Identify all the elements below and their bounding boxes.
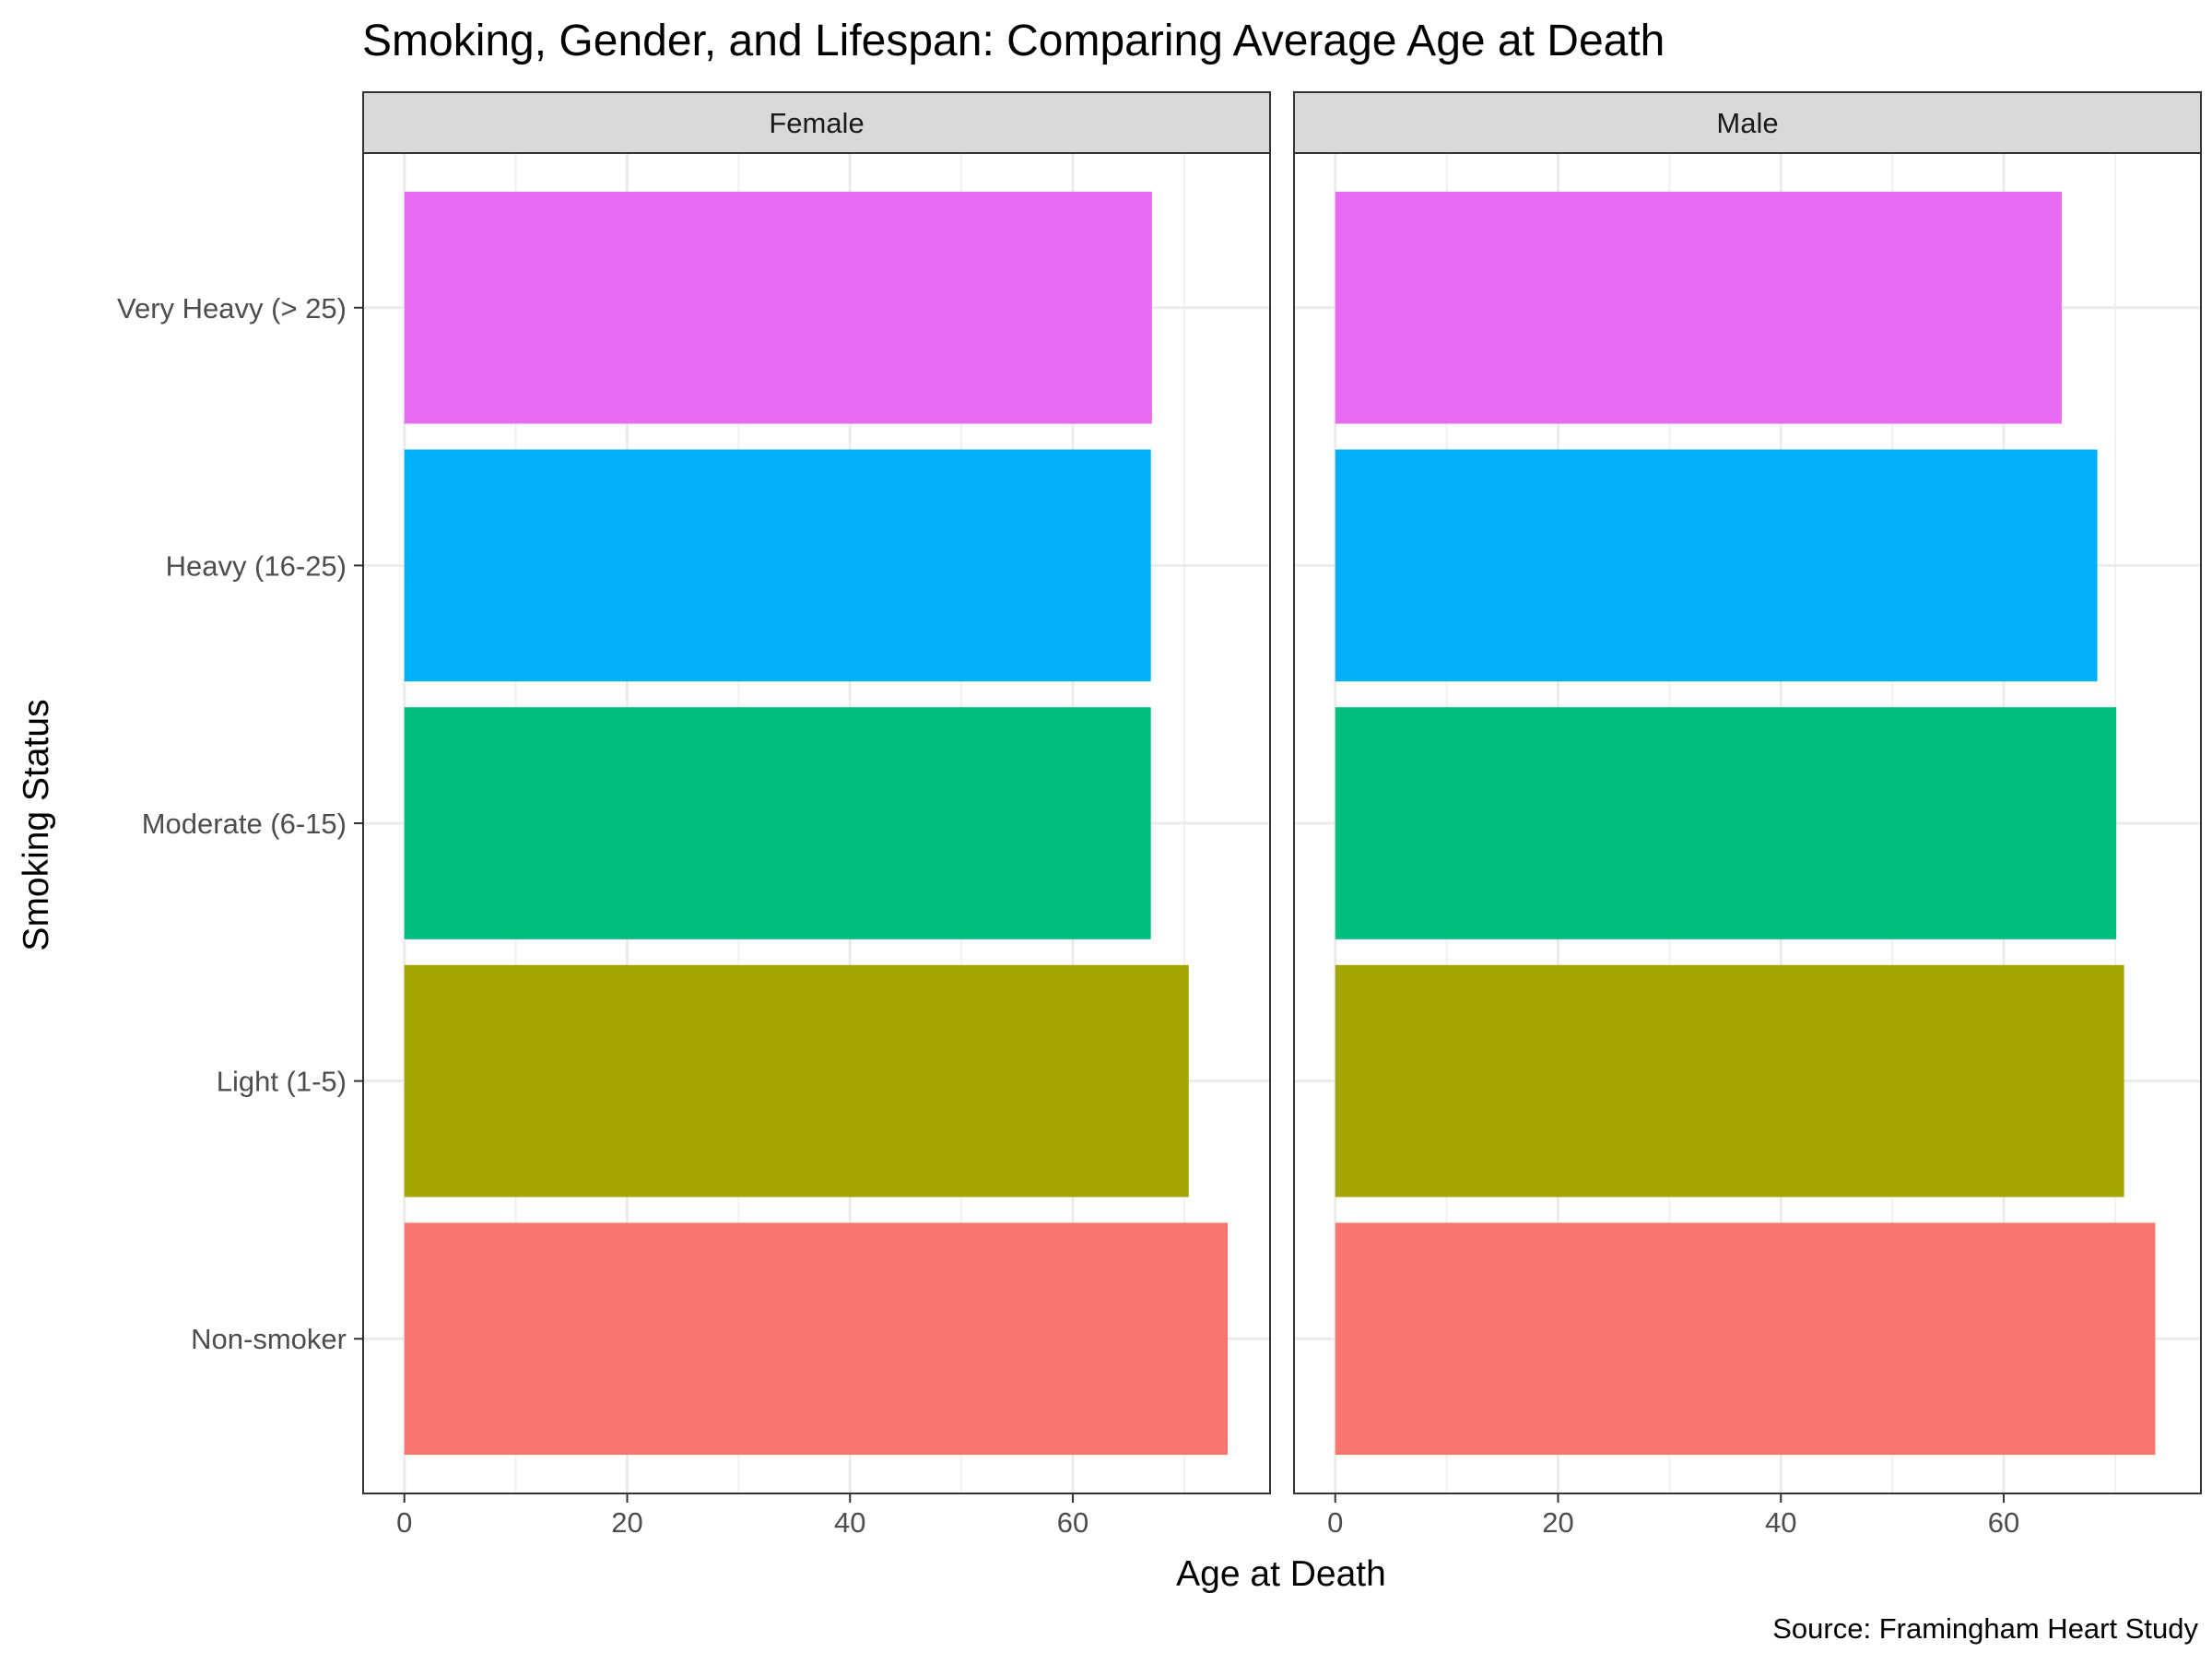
chart-title: Smoking, Gender, and Lifespan: Comparing… [362,17,1665,65]
y-tick-label-heavy-16-25: Heavy (16-25) [166,549,347,582]
x-tick-label-male: 0 [1327,1506,1343,1539]
bar-female-very-heavy-25 [404,191,1152,424]
bar-male-very-heavy-25 [1335,191,2062,424]
x-axis-title: Age at Death [1176,1554,1386,1594]
facet-strip-female [362,91,1271,154]
x-tick-label-male: 60 [1988,1506,2019,1539]
facet-strip-label-female: Female [769,107,864,139]
x-tick-label-female: 20 [611,1506,642,1539]
facet-strip-label-male: Male [1716,107,1778,139]
x-tick-label-female: 40 [834,1506,865,1539]
bar-female-light-1-5 [404,964,1189,1198]
x-tick-label-female: 60 [1057,1506,1088,1539]
source-caption: Source: Framingham Heart Study [1772,1612,2198,1645]
facet-panels: Female 0 20 40 60 Male 0 20 40 60 Non-smoker Light … [117,91,2202,1539]
bar-male-heavy-16-25 [1335,449,2098,682]
bar-female-moderate-6-15 [404,707,1151,939]
y-axis-title: Smoking Status [17,699,56,950]
facet-strip-male [1293,91,2202,154]
bar-male-light-1-5 [1335,964,2124,1198]
y-tick-label-non-smoker: Non-smoker [191,1323,347,1355]
bar-female-heavy-16-25 [404,449,1151,682]
x-tick-label-female: 0 [396,1506,412,1539]
bar-male-moderate-6-15 [1335,707,2117,939]
y-tick-label-light-1-5: Light (1-5) [217,1066,347,1098]
bar-female-non-smoker [404,1222,1229,1456]
bar-male-non-smoker [1335,1222,2156,1456]
y-tick-label-moderate-6-15: Moderate (6-15) [142,808,347,840]
x-tick-label-male: 40 [1765,1506,1796,1539]
y-tick-label-very-heavy-25: Very Heavy (> 25) [117,292,347,325]
x-tick-label-male: 20 [1542,1506,1573,1539]
